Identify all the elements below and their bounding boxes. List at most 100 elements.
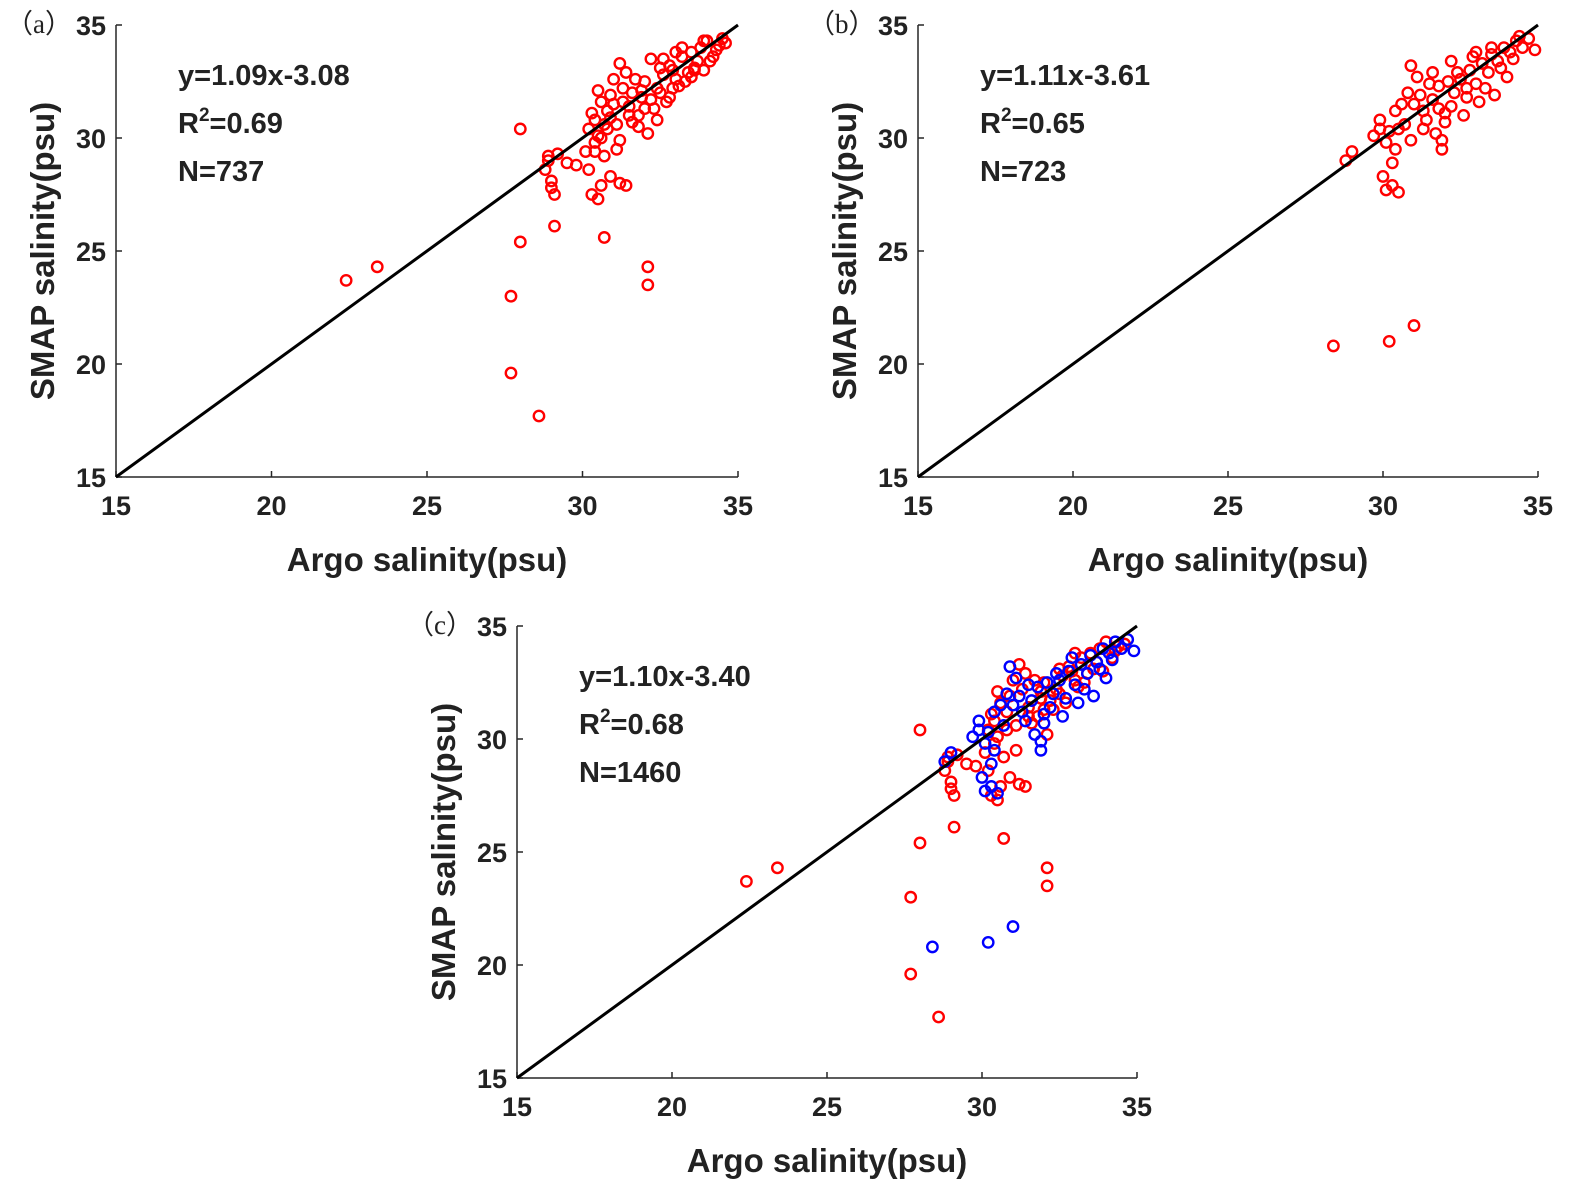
data-point-red — [1390, 144, 1400, 154]
x-tick-label: 15 — [903, 491, 933, 521]
data-point-red — [1403, 88, 1413, 98]
data-point-red — [621, 67, 631, 77]
y-tick-label: 15 — [878, 463, 908, 493]
data-point-blue — [977, 772, 987, 782]
r-squared-superscript: 2 — [600, 706, 611, 727]
data-point-red — [1406, 60, 1416, 70]
series-red — [741, 637, 1130, 1023]
regression-equation: y=1.11x-3.61 — [980, 60, 1150, 92]
panel-b: 15 20 25 30 351520253035Argo salinity(psu)SM… — [808, 9, 1553, 578]
data-point-red — [933, 1012, 943, 1022]
y-tick-label: 35 — [477, 612, 507, 642]
x-tick-label: 35 — [1523, 491, 1553, 521]
data-point-red — [1042, 881, 1052, 891]
x-tick-label: 30 — [967, 1092, 997, 1122]
panel-label: （b） — [808, 9, 876, 39]
y-tick-label: 20 — [477, 951, 507, 981]
x-axis-label: Argo salinity(psu) — [287, 541, 568, 578]
y-tick-label: 25 — [477, 838, 507, 868]
y-axis-label: SMAP salinity(psu) — [24, 102, 61, 400]
data-point-red — [515, 237, 525, 247]
data-point-red — [999, 833, 1009, 843]
data-point-red — [1415, 90, 1425, 100]
data-point-red — [643, 262, 653, 272]
data-point-red — [596, 180, 606, 190]
r-squared-value: =0.69 — [210, 108, 283, 140]
y-tick-label: 25 — [76, 237, 106, 267]
data-point-red — [1396, 99, 1406, 109]
data-point-blue — [1030, 729, 1040, 739]
data-point-red — [646, 54, 656, 64]
x-tick-label: 35 — [1122, 1092, 1152, 1122]
fit-line — [116, 25, 738, 477]
data-point-red — [593, 85, 603, 95]
data-point-red — [341, 275, 351, 285]
data-point-red — [1502, 72, 1512, 82]
y-axis-label: SMAP salinity(psu) — [826, 102, 863, 400]
data-point-red — [1384, 336, 1394, 346]
data-point-red — [534, 411, 544, 421]
data-point-red — [1393, 187, 1403, 197]
data-point-red — [1011, 745, 1021, 755]
panel-label: （c） — [407, 610, 473, 640]
y-tick-label: 35 — [76, 11, 106, 41]
data-point-red — [506, 368, 516, 378]
x-tick-label: 15 — [101, 491, 131, 521]
data-point-red — [506, 291, 516, 301]
y-tick-label: 15 — [477, 1064, 507, 1094]
sample-count: N=723 — [980, 156, 1066, 188]
x-axis-label: Argo salinity(psu) — [1088, 541, 1369, 578]
data-point-red — [643, 128, 653, 138]
x-tick-label: 20 — [1058, 491, 1088, 521]
sample-count: N=737 — [178, 156, 264, 188]
data-point-red — [949, 822, 959, 832]
y-tick-label: 20 — [878, 350, 908, 380]
data-point-red — [1486, 42, 1496, 52]
data-point-blue — [1129, 646, 1139, 656]
data-point-red — [584, 164, 594, 174]
r-squared-superscript: 2 — [1001, 105, 1012, 126]
x-tick-label: 20 — [657, 1092, 687, 1122]
r-squared: R2=0.68 — [579, 706, 684, 741]
y-tick-label: 25 — [878, 237, 908, 267]
fit-line — [517, 626, 1137, 1078]
r-squared-value: =0.68 — [611, 709, 684, 741]
data-point-blue — [927, 942, 937, 952]
x-tick-label: 15 — [502, 1092, 532, 1122]
data-point-red — [1443, 76, 1453, 86]
r-squared-symbol: R — [178, 108, 199, 140]
y-axis-label: SMAP salinity(psu) — [425, 703, 462, 1001]
data-point-blue — [1011, 673, 1021, 683]
data-point-red — [1406, 135, 1416, 145]
data-point-red — [605, 171, 615, 181]
data-point-red — [1480, 83, 1490, 93]
data-point-red — [1387, 158, 1397, 168]
data-point-red — [741, 876, 751, 886]
data-point-red — [1446, 56, 1456, 66]
panel-a: 15 20 25 30 351520253035Argo salinity(psu)SM… — [6, 9, 753, 578]
data-point-red — [643, 280, 653, 290]
y-tick-label: 30 — [878, 124, 908, 154]
data-point-red — [906, 969, 916, 979]
r-squared-symbol: R — [579, 709, 600, 741]
x-tick-label: 30 — [1368, 491, 1398, 521]
data-point-red — [1005, 772, 1015, 782]
data-point-red — [999, 752, 1009, 762]
data-point-red — [1458, 110, 1468, 120]
data-point-red — [1412, 72, 1422, 82]
x-tick-label: 35 — [723, 491, 753, 521]
series-red — [1328, 31, 1540, 351]
data-point-red — [906, 892, 916, 902]
x-tick-label: 25 — [812, 1092, 842, 1122]
x-tick-label: 25 — [412, 491, 442, 521]
data-point-red — [1427, 67, 1437, 77]
data-point-red — [1409, 320, 1419, 330]
r-squared: R2=0.65 — [980, 105, 1085, 140]
data-point-red — [372, 262, 382, 272]
panel-label: （a） — [6, 9, 72, 39]
data-point-red — [1530, 45, 1540, 55]
regression-equation: y=1.10x-3.40 — [579, 661, 751, 693]
x-tick-label: 30 — [567, 491, 597, 521]
x-axis-label: Argo salinity(psu) — [687, 1142, 968, 1179]
sample-count: N=1460 — [579, 757, 681, 789]
